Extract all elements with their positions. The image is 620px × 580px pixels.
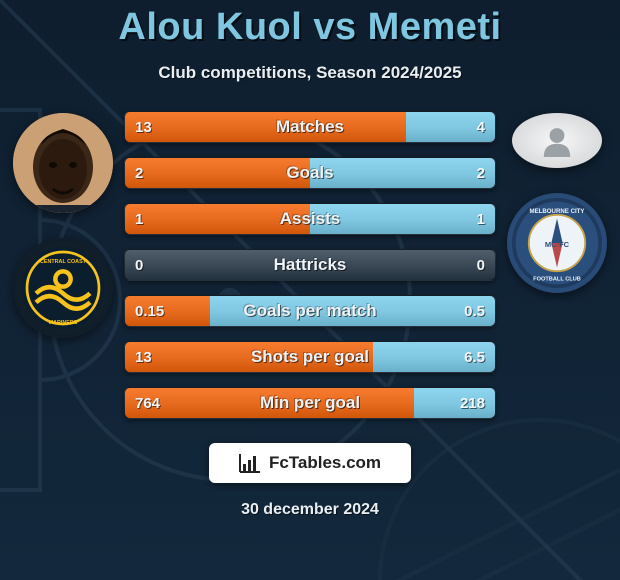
stat-row: 136.5Shots per goal: [124, 341, 496, 373]
stat-bar-left: [125, 112, 406, 142]
stat-row: 11Assists: [124, 203, 496, 235]
player-right-club-badge: MELBOURNE CITY FOOTBALL CLUB MC·FC: [507, 193, 607, 293]
stat-bar-left: [125, 158, 310, 188]
stat-bar-left: [125, 388, 414, 418]
stat-row: 00Hattricks: [124, 249, 496, 281]
svg-text:MARINERS: MARINERS: [49, 320, 78, 326]
stat-row: 0.150.5Goals per match: [124, 295, 496, 327]
svg-text:CENTRAL COAST: CENTRAL COAST: [40, 259, 87, 265]
stats-bars: 134Matches 22Goals 11Assists 00Hattricks 0.1…: [118, 111, 502, 419]
stat-bar-right: [373, 342, 495, 372]
player-left-club-badge: CENTRAL COAST MARINERS: [13, 238, 113, 338]
svg-text:MC·FC: MC·FC: [545, 240, 570, 249]
svg-text:FOOTBALL CLUB: FOOTBALL CLUB: [533, 277, 581, 283]
stat-bar-right: [414, 388, 495, 418]
stat-bar-right: [310, 204, 495, 234]
stat-row: 134Matches: [124, 111, 496, 143]
brand-badge[interactable]: FcTables.com: [209, 443, 411, 483]
stat-bar-left: [125, 204, 310, 234]
svg-text:MELBOURNE CITY: MELBOURNE CITY: [530, 208, 585, 215]
subtitle: Club competitions, Season 2024/2025: [158, 63, 461, 83]
right-player-column: MELBOURNE CITY FOOTBALL CLUB MC·FC: [502, 111, 612, 293]
left-player-column: CENTRAL COAST MARINERS: [8, 111, 118, 338]
player-right-avatar: [512, 113, 602, 168]
player-left-avatar: [13, 113, 113, 213]
brand-site-text: FcTables.com: [269, 453, 381, 473]
stat-bar-right: [406, 112, 495, 142]
stat-bar-left: [125, 342, 373, 372]
stat-row: 22Goals: [124, 157, 496, 189]
comparison-area: CENTRAL COAST MARINERS 134Matches 22Goals…: [0, 111, 620, 419]
stat-row: 764218Min per goal: [124, 387, 496, 419]
stat-bar-right: [310, 158, 495, 188]
date-text: 30 december 2024: [241, 501, 379, 519]
brand-chart-icon: [239, 453, 261, 473]
stat-bar-left: [125, 296, 210, 326]
page-title: Alou Kuol vs Memeti: [118, 6, 501, 49]
stat-bar-right: [210, 296, 495, 326]
stat-track: [125, 250, 495, 280]
